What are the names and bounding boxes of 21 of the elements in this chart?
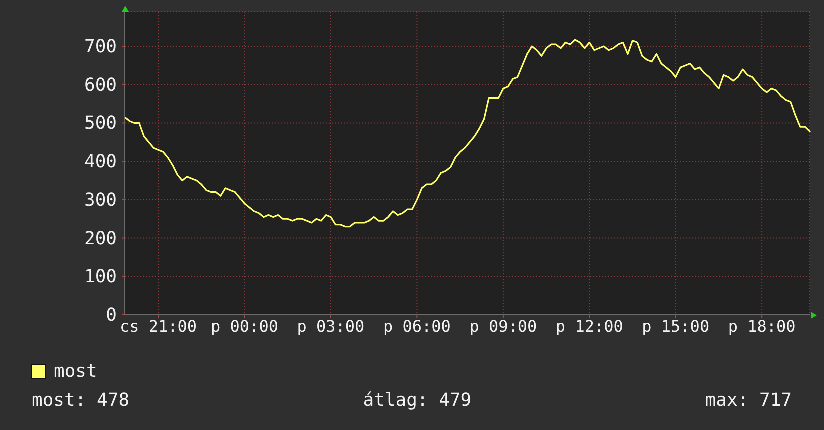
x-tick-label: cs 21:00 [120, 317, 198, 336]
text: átlag: 479 [363, 390, 472, 411]
text: max: 717 [705, 390, 792, 411]
y-tick-label: 100 [84, 266, 117, 288]
x-tick-label: p 12:00 [556, 317, 624, 336]
legend-label: most [54, 361, 98, 382]
x-tick-label: p 03:00 [297, 317, 365, 336]
y-tick-label: 200 [84, 228, 117, 250]
y-tick-label: 0 [106, 305, 117, 326]
x-tick-label: p 18:00 [728, 317, 796, 336]
y-tick-label: 700 [84, 36, 117, 58]
x-tick-label: p 09:00 [470, 317, 538, 336]
y-tick-label: 500 [84, 113, 117, 134]
text: most: 478 [32, 390, 130, 411]
y-tick-label: 400 [84, 152, 117, 173]
x-tick-label: p 06:00 [383, 317, 451, 336]
x-tick-label: p 15:00 [642, 317, 710, 336]
y-tick-label: 300 [84, 190, 117, 211]
x-tick-label: p 00:00 [211, 317, 278, 336]
line-series [124, 39, 811, 228]
y-tick-label: 600 [84, 74, 117, 96]
